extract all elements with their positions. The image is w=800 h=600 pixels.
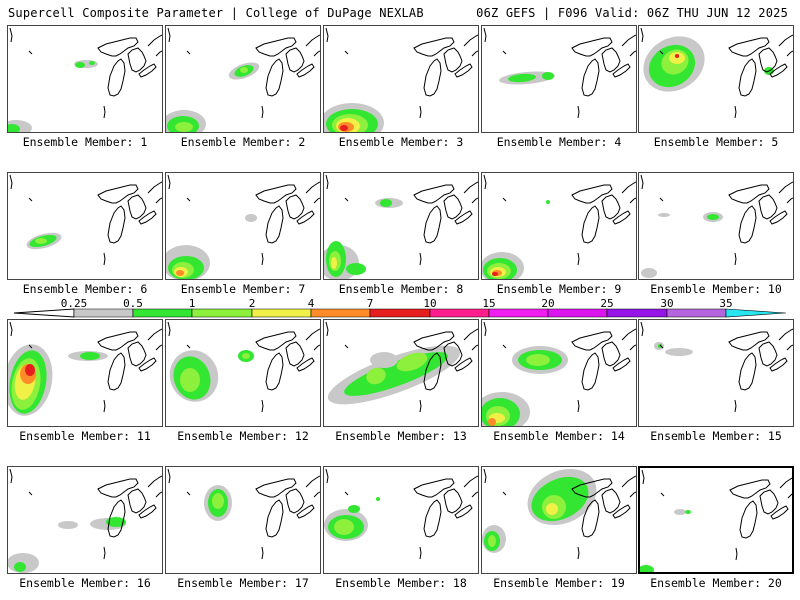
ensemble-panel-6[interactable] xyxy=(7,172,163,280)
ensemble-member-label: Ensemble Member: 16 xyxy=(19,576,151,590)
ensemble-member-label: Ensemble Member: 12 xyxy=(177,429,309,443)
ensemble-member-label: Ensemble Member: 11 xyxy=(19,429,151,443)
map-panel-1 xyxy=(8,27,162,132)
colorbar-segment xyxy=(191,308,253,318)
ensemble-panel-18[interactable] xyxy=(323,466,479,574)
map-panel-12 xyxy=(167,321,320,413)
colorbar xyxy=(13,308,787,318)
ensemble-panel-7[interactable] xyxy=(165,172,321,280)
colorbar-tick-label: 15 xyxy=(482,297,496,310)
ensemble-panel-11[interactable] xyxy=(7,319,163,427)
colorbar-tick-label: 35 xyxy=(719,297,733,310)
map-panel-16 xyxy=(8,468,162,573)
colorbar-segment xyxy=(429,308,490,318)
ensemble-panel-2[interactable] xyxy=(165,25,321,133)
ensemble-member-label: Ensemble Member: 6 xyxy=(22,282,148,296)
ensemble-panel-20[interactable] xyxy=(638,466,794,574)
colorbar-tick-label: 30 xyxy=(660,297,674,310)
ensemble-panel-14[interactable] xyxy=(481,319,637,427)
map-panel-9 xyxy=(482,174,636,279)
ensemble-panel-15[interactable] xyxy=(638,319,794,427)
colorbar-left-tip xyxy=(13,308,75,318)
ensemble-member-label: Ensemble Member: 10 xyxy=(650,282,782,296)
map-panel-11 xyxy=(8,321,162,416)
ensemble-member-label: Ensemble Member: 8 xyxy=(338,282,464,296)
map-panel-6 xyxy=(9,174,162,266)
ensemble-panel-19[interactable] xyxy=(481,466,637,574)
map-panel-3 xyxy=(324,27,478,132)
ensemble-panel-16[interactable] xyxy=(7,466,163,574)
ensemble-panel-13[interactable] xyxy=(323,319,479,427)
ensemble-member-label: Ensemble Member: 7 xyxy=(180,282,306,296)
colorbar-tick-label: 25 xyxy=(600,297,614,310)
colorbar-segment xyxy=(73,308,134,318)
ensemble-member-label: Ensemble Member: 2 xyxy=(180,135,306,149)
colorbar-segment xyxy=(547,308,608,318)
map-panel-15 xyxy=(640,321,793,413)
map-panel-10 xyxy=(640,174,793,278)
colorbar-segment xyxy=(725,308,787,318)
ensemble-panel-12[interactable] xyxy=(165,319,321,427)
colorbar-tick-label: 4 xyxy=(307,297,315,310)
ensemble-member-label: Ensemble Member: 1 xyxy=(22,135,148,149)
map-panel-18 xyxy=(324,468,478,560)
ensemble-member-label: Ensemble Member: 13 xyxy=(335,429,467,443)
colorbar-segment xyxy=(251,308,312,318)
ensemble-panel-8[interactable] xyxy=(323,172,479,280)
ensemble-member-label: Ensemble Member: 20 xyxy=(650,576,782,590)
map-panel-17 xyxy=(167,468,320,560)
map-title: Supercell Composite Parameter | College … xyxy=(8,6,424,20)
ensemble-member-label: Ensemble Member: 18 xyxy=(335,576,467,590)
colorbar-tick-label: 10 xyxy=(423,297,437,310)
colorbar-segment xyxy=(369,308,431,318)
ensemble-member-label: Ensemble Member: 17 xyxy=(177,576,309,590)
ensemble-member-label: Ensemble Member: 4 xyxy=(496,135,622,149)
ensemble-member-label: Ensemble Member: 5 xyxy=(653,135,779,149)
map-panel-13 xyxy=(325,321,478,413)
colorbar-segment xyxy=(132,308,193,318)
colorbar-segment xyxy=(666,308,727,318)
ensemble-panel-4[interactable] xyxy=(481,25,637,133)
map-panel-4 xyxy=(483,27,636,119)
colorbar-segment xyxy=(606,308,668,318)
ensemble-panel-10[interactable] xyxy=(638,172,794,280)
ensemble-panel-3[interactable] xyxy=(323,25,479,133)
ensemble-member-label: Ensemble Member: 15 xyxy=(650,429,782,443)
ensemble-member-label: Ensemble Member: 14 xyxy=(493,429,625,443)
map-panel-14 xyxy=(482,321,636,426)
ensemble-panel-17[interactable] xyxy=(165,466,321,574)
map-panel-7 xyxy=(166,174,320,279)
ensemble-panel-1[interactable] xyxy=(7,25,163,133)
colorbar-tick-label: 0.5 xyxy=(123,297,143,310)
colorbar-tick-label: 2 xyxy=(248,297,256,310)
colorbar-tick-label: 0.25 xyxy=(60,297,88,310)
colorbar-tick-label: 1 xyxy=(188,297,196,310)
map-panel-5 xyxy=(640,27,793,119)
run-valid-time: 06Z GEFS | F096 Valid: 06Z THU JUN 12 20… xyxy=(476,6,788,20)
ensemble-panel-9[interactable] xyxy=(481,172,637,280)
colorbar-tick-label: 20 xyxy=(541,297,555,310)
map-panel-8 xyxy=(324,174,478,279)
map-panel-20 xyxy=(640,469,792,572)
ensemble-member-label: Ensemble Member: 19 xyxy=(493,576,625,590)
ensemble-member-label: Ensemble Member: 9 xyxy=(496,282,622,296)
colorbar-segment xyxy=(310,308,371,318)
map-panel-19 xyxy=(482,468,636,560)
ensemble-panel-5[interactable] xyxy=(638,25,794,133)
ensemble-member-label: Ensemble Member: 3 xyxy=(338,135,464,149)
colorbar-segment xyxy=(488,308,549,318)
map-panel-2 xyxy=(166,27,320,132)
colorbar-tick-label: 7 xyxy=(366,297,374,310)
